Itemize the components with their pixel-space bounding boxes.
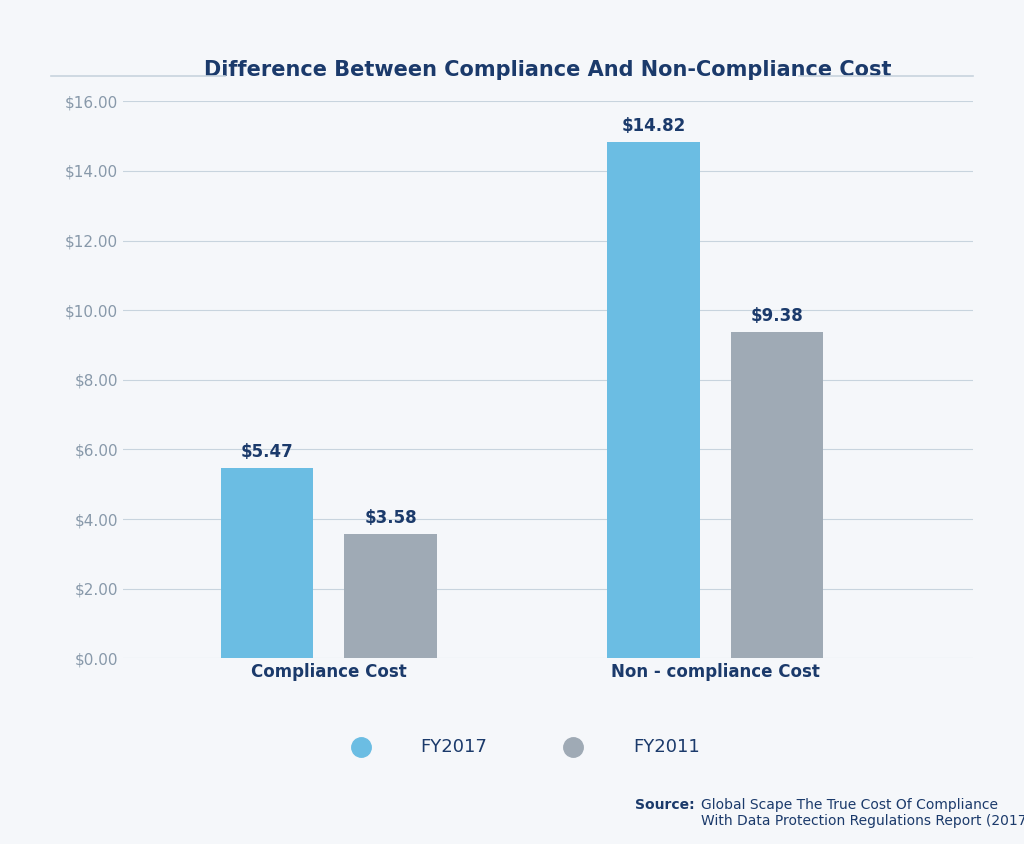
Bar: [607, 143, 699, 658]
Text: Global Scape The True Cost Of Compliance
With Data Protection Regulations Report: Global Scape The True Cost Of Compliance…: [701, 798, 1024, 828]
Bar: [731, 332, 823, 658]
Text: Source:: Source:: [635, 798, 694, 812]
Text: $3.58: $3.58: [365, 509, 417, 527]
Title: Difference Between Compliance And Non-Compliance Cost: Difference Between Compliance And Non-Co…: [204, 60, 892, 80]
Text: FY2017: FY2017: [421, 738, 487, 756]
Text: $9.38: $9.38: [751, 306, 804, 325]
Text: $5.47: $5.47: [241, 443, 294, 461]
Text: $14.82: $14.82: [622, 117, 685, 135]
Text: FY2011: FY2011: [633, 738, 699, 756]
Bar: [344, 533, 437, 658]
Bar: [221, 468, 313, 658]
